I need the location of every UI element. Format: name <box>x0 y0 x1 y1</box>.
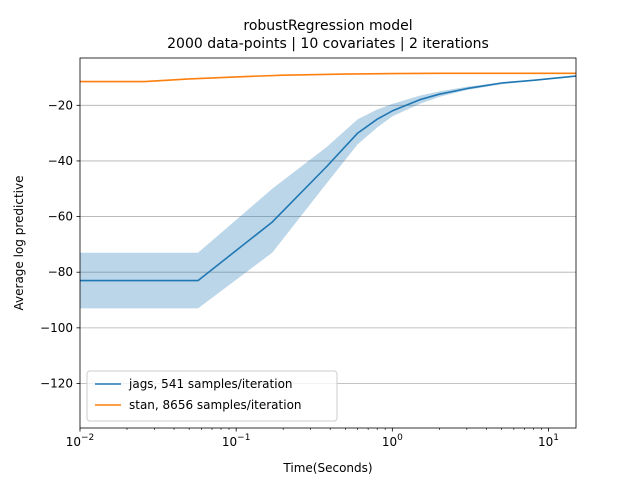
x-tick-label: 10−2 <box>66 433 95 449</box>
y-tick-label: −80 <box>48 265 73 279</box>
y-axis-label: Average log predictive <box>12 176 26 311</box>
series-line-1 <box>80 72 576 83</box>
axis-ticks: −120 −100 −80 −60 −40 −20 10−2 10−1 100 101 <box>40 98 559 449</box>
legend-label-0: jags, 541 samples/iteration <box>128 377 293 391</box>
x-tick-label: 101 <box>538 433 559 449</box>
plot-frame <box>79 57 577 429</box>
chart-subtitle: 2000 data-points | 10 covariates | 2 ite… <box>167 36 489 52</box>
confidence-bands <box>80 75 576 309</box>
y-tick-label: −60 <box>48 210 73 224</box>
x-tick-label: 100 <box>382 433 403 449</box>
chart-title: robustRegression model <box>243 18 412 34</box>
legend-box <box>86 370 338 422</box>
y-tick-label: −100 <box>40 321 73 335</box>
legend: jags, 541 samples/iteration stan, 8656 sa… <box>86 370 338 422</box>
x-tick-label: 10−1 <box>222 433 251 449</box>
y-tick-label: −20 <box>48 98 73 112</box>
y-tick-label: −40 <box>48 154 73 168</box>
x-axis-label: Time(Seconds) <box>282 461 372 475</box>
confidence-band-0 <box>80 75 576 309</box>
y-tick-label: −120 <box>40 376 73 390</box>
series-lines <box>80 72 577 282</box>
legend-label-1: stan, 8656 samples/iteration <box>129 398 302 412</box>
series-line-0 <box>80 75 577 282</box>
